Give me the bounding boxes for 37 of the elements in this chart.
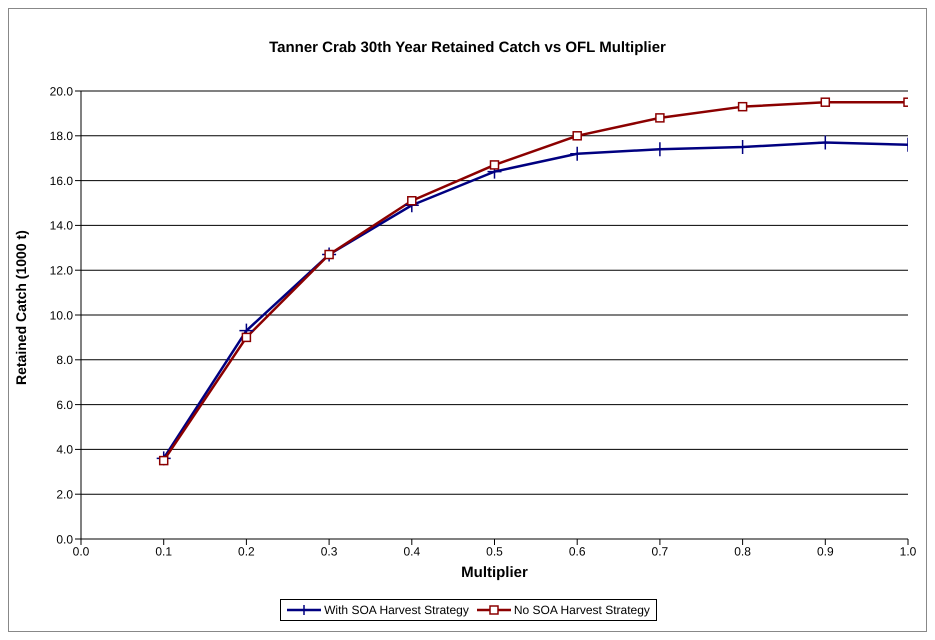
point	[655, 113, 665, 123]
point	[158, 456, 168, 466]
y-tick-label: 2.0	[56, 487, 74, 502]
point	[321, 246, 337, 262]
x-tick-label: 1.0	[900, 544, 917, 559]
legend-label: No SOA Harvest Strategy	[512, 603, 650, 617]
x-tick-label: 0.2	[238, 544, 256, 559]
x-tick-label: 0.7	[652, 544, 669, 559]
y-tick-label: 12.0	[50, 263, 74, 278]
point	[324, 250, 334, 260]
y-tick-label: 10.0	[50, 308, 74, 322]
x-tick-label: 0.5	[486, 544, 504, 559]
x-axis-title: Multiplier	[461, 564, 528, 581]
point	[490, 160, 500, 170]
x-tick-label: 0.8	[734, 544, 752, 559]
x-tick-label: 0.4	[403, 544, 420, 559]
point	[820, 97, 830, 107]
x-tick-label: 0.9	[816, 544, 834, 559]
x-tick-label: 0.3	[320, 544, 338, 559]
y-tick-label: 8.0	[56, 353, 74, 368]
x-tick-label: 0.0	[72, 544, 90, 559]
y-tick-label: 14.0	[50, 218, 74, 233]
point	[407, 196, 417, 206]
x-tick-label: 0.1	[155, 544, 172, 559]
x-tick-label: 0.6	[568, 544, 586, 559]
y-axis-title: Retained Catch (1000 t)	[12, 230, 29, 385]
chart-title: Tanner Crab 30th Year Retained Catch vs OFL Multiplier	[268, 39, 667, 56]
y-tick-label: 18.0	[50, 129, 74, 144]
y-tick-label: 4.0	[56, 442, 74, 457]
legend-label: With SOA Harvest Strategy	[323, 603, 469, 617]
point	[738, 102, 748, 112]
y-tick-label: 0.0	[56, 532, 74, 546]
y-tick-label: 6.0	[56, 398, 74, 412]
y-tick-label: 16.0	[50, 174, 74, 188]
y-tick-label: 20.0	[50, 84, 74, 98]
point	[572, 131, 582, 141]
point	[242, 332, 252, 342]
